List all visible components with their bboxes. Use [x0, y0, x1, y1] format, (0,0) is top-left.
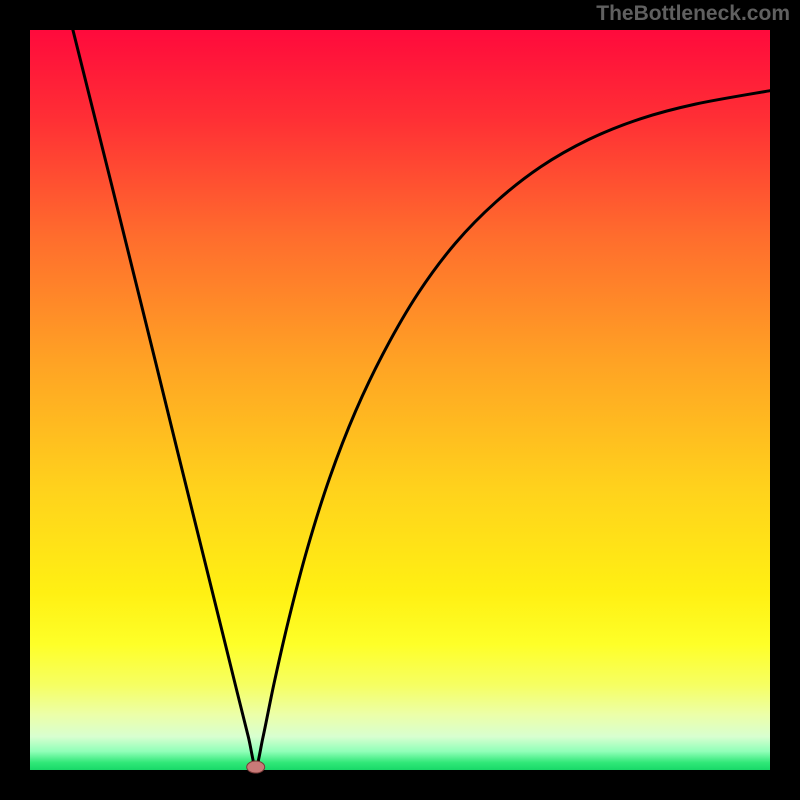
chart-container: TheBottleneck.com	[0, 0, 800, 800]
optimal-point-marker	[247, 761, 265, 773]
gradient-background	[30, 30, 770, 770]
bottleneck-chart	[0, 0, 800, 800]
watermark-text: TheBottleneck.com	[596, 2, 790, 26]
